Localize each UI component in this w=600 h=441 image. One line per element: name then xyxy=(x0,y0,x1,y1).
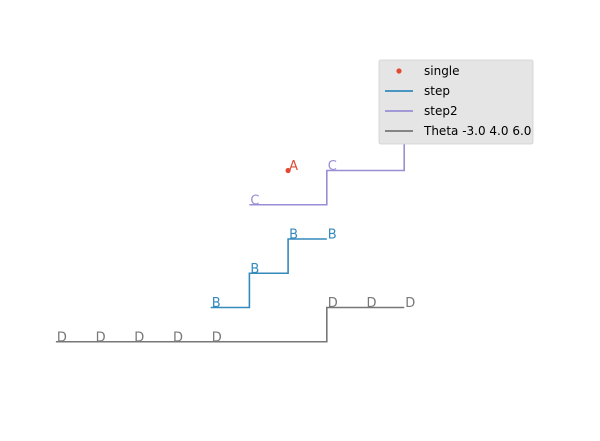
legend-marker-0 xyxy=(396,68,402,74)
legend-label-0: single xyxy=(424,64,460,78)
data-point-0-0 xyxy=(285,167,291,174)
point-label-1-3: B xyxy=(328,228,337,243)
point-label-1-1: B xyxy=(250,262,259,277)
series-line-1 xyxy=(210,238,327,309)
point-label-3-4: D xyxy=(212,330,222,345)
point-label-3-2: D xyxy=(134,330,144,345)
legend-item-1: step xyxy=(385,84,450,98)
point-label-2-1: C xyxy=(328,159,337,174)
series-line-2 xyxy=(249,135,482,206)
series-3: D D D D D D D D xyxy=(55,296,415,345)
point-label-3-7: D xyxy=(405,296,415,311)
legend-item-3: Theta -3.0 4.0 6.0 xyxy=(385,124,531,138)
legend-label-1: step xyxy=(424,84,450,98)
series-1: B B B B xyxy=(210,228,337,311)
point-label-1-0: B xyxy=(212,296,221,311)
legend-label-2: step2 xyxy=(424,104,458,118)
legend-item-2: step2 xyxy=(385,104,458,118)
point-label-3-1: D xyxy=(96,330,106,345)
point-label-3-5: D xyxy=(328,296,338,311)
legend-item-0: single xyxy=(396,64,460,78)
point-label-3-6: D xyxy=(367,296,377,311)
series-0: A xyxy=(285,159,298,174)
point-label-1-2: B xyxy=(289,228,298,243)
point-label-0-0: A xyxy=(289,159,298,174)
point-label-3-0: D xyxy=(57,330,67,345)
plot-area: ABBBBCCCCDDDDDDDD xyxy=(55,125,492,345)
point-label-3-3: D xyxy=(173,330,183,345)
series-line-3 xyxy=(55,306,405,343)
legend-label-3: Theta -3.0 4.0 6.0 xyxy=(423,124,531,138)
legend: single step step2 Theta -3.0 4.0 6.0 xyxy=(378,59,534,145)
point-label-2-0: C xyxy=(250,193,259,208)
legend-box xyxy=(378,59,534,145)
